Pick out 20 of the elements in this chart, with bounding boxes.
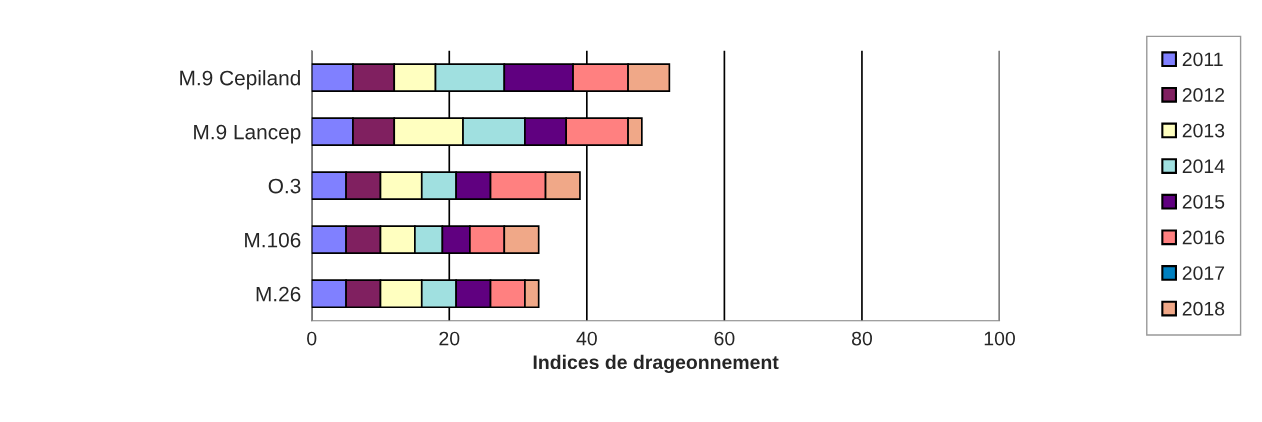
legend-label: 2011 (1182, 52, 1223, 67)
x-tick-label: 0 (307, 331, 317, 346)
y-tick-label: M.106 (245, 232, 301, 248)
y-tick-label: O.3 (268, 178, 301, 194)
legend-label: 2013 (1182, 123, 1225, 138)
y-tick-label: M.9 Cepiland (180, 70, 300, 90)
legend-label: 2015 (1182, 194, 1225, 209)
x-tick-label: 100 (984, 331, 1015, 346)
legend-label: 2014 (1182, 159, 1225, 174)
legend-label: 2016 (1182, 230, 1225, 245)
y-tick-label: M.9 Lancep (194, 124, 301, 144)
x-tick-label: 60 (714, 331, 735, 346)
y-tick-label: M.26 (256, 286, 301, 302)
x-axis-title: Indices de drageonnement (533, 354, 779, 374)
x-tick-label: 20 (439, 331, 460, 346)
legend-label: 2017 (1182, 266, 1225, 280)
legend-label: 2012 (1182, 88, 1225, 102)
legend-label: 2018 (1182, 301, 1225, 316)
x-tick-label: 80 (851, 331, 872, 346)
x-tick-label: 40 (576, 331, 597, 346)
